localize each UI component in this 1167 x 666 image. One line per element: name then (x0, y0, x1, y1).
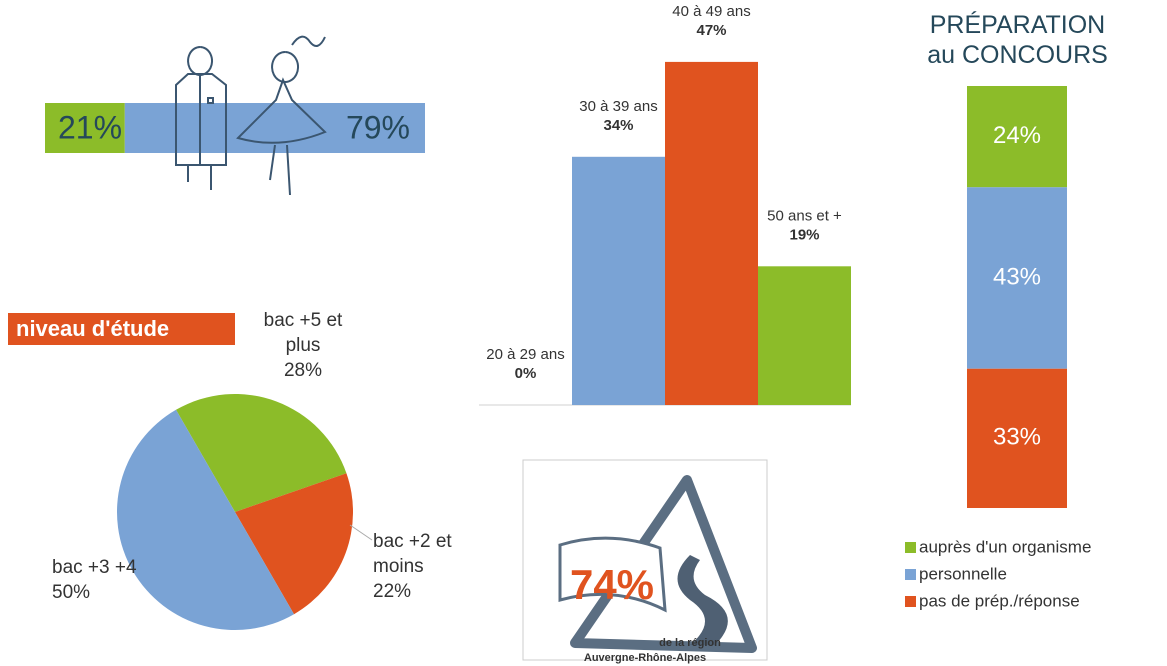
figure-stroke (271, 51, 299, 83)
chart-title: niveau d'étude (8, 313, 235, 345)
figure-stroke (187, 97, 214, 190)
legend-swatch (905, 542, 916, 553)
badge-region: Auvergne-Rhône-Alpes (584, 652, 706, 664)
bar (665, 61, 758, 406)
badge-value: 74% (570, 561, 654, 608)
chart-title: PRÉPARATION au CONCOURS (927, 11, 1108, 69)
bar-segment (967, 187, 1067, 369)
bar-segment (45, 103, 125, 153)
badge-band (558, 536, 667, 613)
bar (758, 266, 851, 405)
leader-line (349, 524, 373, 541)
legend-label: personnelle (919, 564, 1007, 583)
category-label: 20 à 29 ans (486, 346, 564, 363)
pie-slice (176, 393, 347, 512)
slice-label: bac +3 +4 50% (52, 555, 172, 605)
slice-category: bac +5 et plus (263, 310, 343, 356)
bar-segment (967, 86, 1067, 188)
legend-label: auprès d'un organisme (919, 537, 1091, 556)
bar (572, 156, 665, 405)
slice-category: bac +3 +4 (52, 557, 137, 578)
slice-value: 28% (283, 360, 323, 381)
value-label: 24% (993, 122, 1041, 149)
pie-slice (116, 409, 294, 630)
value-label: 21% (58, 109, 122, 145)
category-label: 40 à 49 ans (672, 3, 750, 20)
figure-stroke (269, 144, 291, 196)
legend-swatch (905, 569, 916, 580)
value-label: 47% (696, 22, 726, 39)
value-label: 34% (603, 117, 633, 134)
category-label: 50 ans et + (767, 207, 842, 224)
slice-label: bac +5 et plus 28% (262, 308, 344, 383)
badge-river (677, 555, 728, 645)
pie-slice (235, 473, 354, 615)
legend-swatch (905, 596, 916, 607)
badge-caption: de la région (659, 637, 721, 649)
value-label: 19% (789, 226, 819, 243)
figures (175, 35, 327, 196)
value-label: 79% (346, 109, 410, 145)
slice-value: 22% (373, 581, 412, 602)
figure-stroke (187, 46, 214, 76)
value-label: 33% (993, 424, 1041, 451)
slice-value: 50% (52, 582, 91, 603)
legend-label: pas de prép./réponse (919, 591, 1080, 610)
figure-stroke (236, 77, 327, 144)
category-label: 30 à 39 ans (579, 98, 657, 115)
figure-stroke (291, 35, 326, 47)
value-label: 43% (993, 263, 1041, 290)
slice-label: bac +2 et moins 22% (373, 529, 473, 604)
bar-segment (124, 103, 426, 153)
value-label: 0% (515, 365, 537, 382)
slice-category: bac +2 et moins (373, 531, 452, 577)
bar-segment (967, 368, 1067, 508)
figure-stroke (175, 73, 227, 166)
